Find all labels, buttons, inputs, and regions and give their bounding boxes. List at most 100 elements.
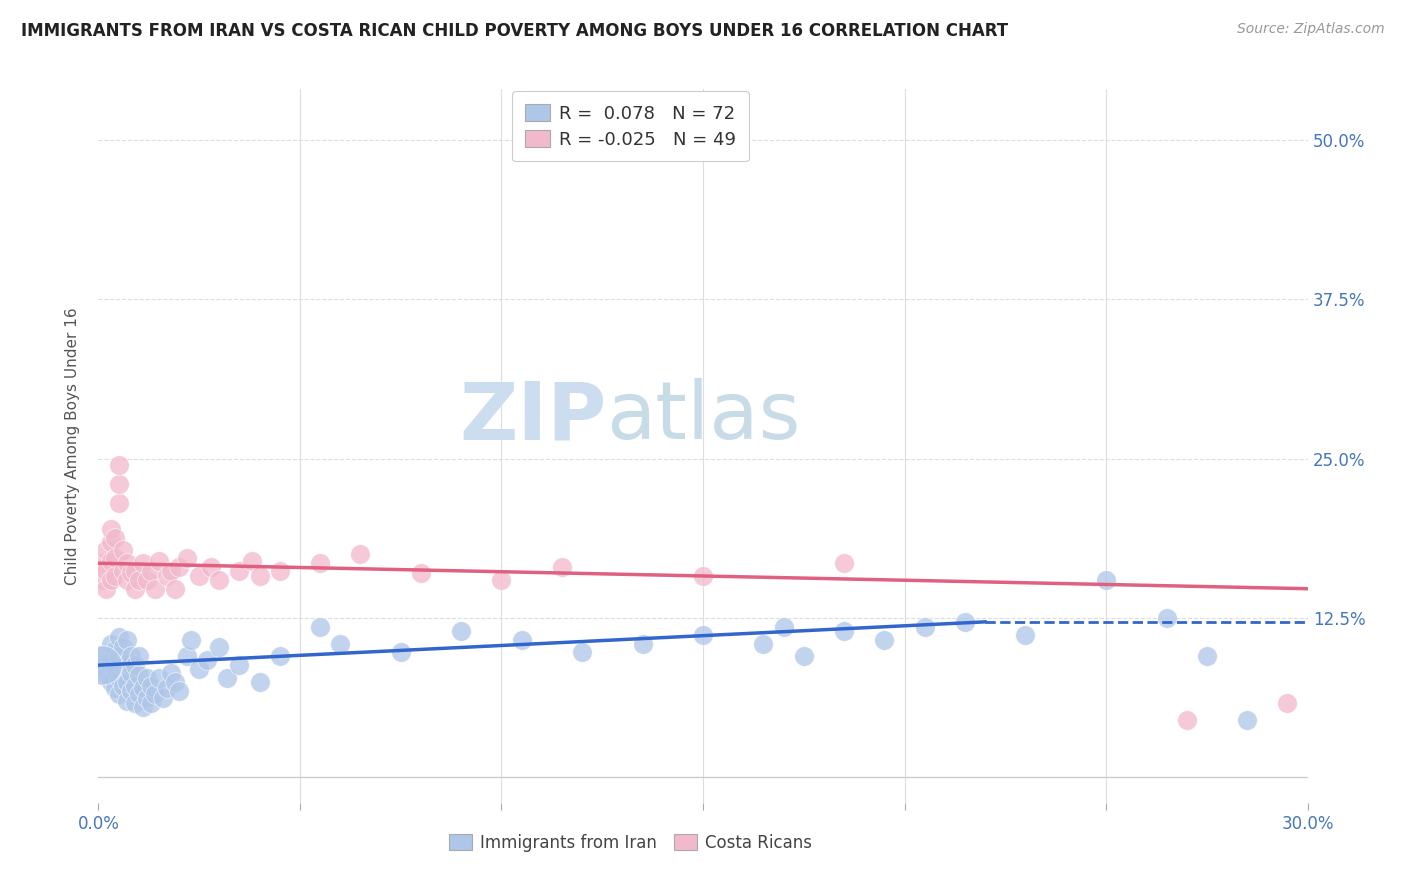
Point [124,697,146,711]
Point [128,649,150,664]
Point [124,658,146,673]
Point [793,649,815,664]
Point [100,534,122,549]
Point [510,632,533,647]
Text: atlas: atlas [606,378,800,457]
Point [832,556,855,570]
Point [96,564,118,578]
Point [208,640,231,655]
Point [111,679,134,693]
Point [96,665,118,680]
Point [228,564,250,578]
Point [692,569,714,583]
Point [551,560,574,574]
Point [873,632,896,647]
Point [115,674,138,689]
Point [91,573,114,587]
Point [139,697,162,711]
Point [115,556,138,570]
Point [103,569,125,583]
Point [107,688,129,702]
Point [309,620,332,634]
Point [692,627,714,641]
Point [349,547,371,561]
Point [269,564,291,578]
Point [107,671,129,685]
Point [103,662,125,676]
Point [91,649,114,664]
Point [176,649,198,664]
Point [450,624,472,638]
Point [160,564,183,578]
Point [228,658,250,673]
Point [111,658,134,673]
Legend: Immigrants from Iran, Costa Ricans: Immigrants from Iran, Costa Ricans [441,828,820,859]
Point [188,569,211,583]
Point [100,636,122,650]
Point [132,700,155,714]
Point [91,556,114,570]
Point [128,573,150,587]
Point [124,679,146,693]
Point [135,691,157,706]
Point [128,688,150,702]
Point [100,554,122,568]
Point [128,668,150,682]
Point [160,665,183,680]
Point [156,681,179,695]
Point [163,582,186,596]
Point [111,564,134,578]
Text: Source: ZipAtlas.com: Source: ZipAtlas.com [1237,22,1385,37]
Point [249,674,271,689]
Point [1095,573,1118,587]
Point [115,694,138,708]
Point [96,543,118,558]
Point [111,640,134,655]
Point [100,573,122,587]
Point [115,656,138,670]
Point [240,554,263,568]
Point [269,649,291,664]
Point [135,671,157,685]
Point [200,560,222,574]
Point [631,636,654,650]
Point [409,566,432,581]
Point [111,543,134,558]
Point [914,620,936,634]
Point [180,632,202,647]
Point [100,522,122,536]
Point [309,556,332,570]
Point [124,564,146,578]
Point [188,662,211,676]
Point [832,624,855,638]
Y-axis label: Child Poverty Among Boys Under 16: Child Poverty Among Boys Under 16 [65,307,80,585]
Point [103,531,125,545]
Point [139,679,162,693]
Point [752,636,775,650]
Point [148,554,170,568]
Point [139,564,162,578]
Point [107,649,129,664]
Point [91,658,114,673]
Point [249,569,271,583]
Point [143,688,166,702]
Point [329,636,352,650]
Point [491,573,513,587]
Point [167,560,190,574]
Point [148,671,170,685]
Point [120,566,142,581]
Point [120,649,142,664]
Point [1156,611,1178,625]
Point [1014,627,1036,641]
Point [143,582,166,596]
Point [115,573,138,587]
Point [571,645,593,659]
Point [132,681,155,695]
Point [167,683,190,698]
Point [120,665,142,680]
Point [156,569,179,583]
Point [107,630,129,644]
Point [107,477,129,491]
Point [124,582,146,596]
Text: IMMIGRANTS FROM IRAN VS COSTA RICAN CHILD POVERTY AMONG BOYS UNDER 16 CORRELATIO: IMMIGRANTS FROM IRAN VS COSTA RICAN CHIL… [21,22,1008,40]
